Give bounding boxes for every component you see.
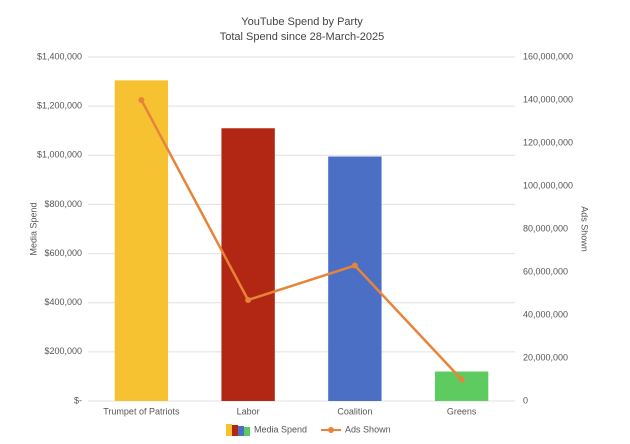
x-tick-label: Labor [237, 406, 260, 416]
y-tick-label: $1,000,000 [37, 150, 82, 160]
y2-tick-label: 160,000,000 [523, 51, 573, 61]
chart-subtitle: Total Spend since 28-March-2025 [220, 31, 384, 43]
y-axis-label: Media Spend [28, 202, 38, 255]
y-tick-label: $800,000 [44, 199, 82, 209]
legend-swatch [328, 427, 335, 433]
legend-label: Ads Shown [345, 424, 391, 434]
line-point [245, 296, 252, 303]
chart-title: YouTube Spend by Party [241, 16, 363, 28]
legend-swatch [232, 425, 238, 436]
y2-tick-label: 60,000,000 [523, 266, 568, 276]
y2-tick-label: 120,000,000 [523, 137, 573, 147]
y-tick-label: $1,200,000 [37, 101, 82, 111]
y2-tick-label: 0 [523, 395, 528, 405]
legend-swatch [244, 427, 250, 436]
line [140, 99, 463, 381]
y2-tick-label: 140,000,000 [523, 94, 573, 104]
legend-swatch [226, 424, 232, 436]
y2-tick-label: 20,000,000 [523, 352, 568, 362]
y2-tick-label: 100,000,000 [523, 180, 573, 190]
y2-tick-label: 80,000,000 [523, 223, 568, 233]
y-tick-label: $- [74, 395, 82, 405]
bar [114, 80, 169, 401]
legend-label: Media Spend [254, 424, 307, 434]
y2-tick-label: 40,000,000 [523, 309, 568, 319]
line-point [458, 376, 465, 383]
line-point [138, 97, 145, 103]
y-tick-label: $1,400,000 [37, 51, 82, 61]
y-tick-label: $400,000 [44, 297, 82, 307]
bar [434, 371, 489, 401]
line-point [351, 262, 358, 269]
bar [328, 156, 382, 401]
x-tick-label: Trumpet of Patriots [103, 406, 180, 416]
y-tick-label: $600,000 [44, 248, 82, 258]
legend-swatch [238, 426, 244, 436]
y2-axis-label: Ads Shown [580, 206, 590, 252]
x-tick-label: Coalition [337, 406, 372, 416]
x-tick-label: Greens [447, 406, 477, 416]
y-tick-label: $200,000 [44, 346, 82, 356]
